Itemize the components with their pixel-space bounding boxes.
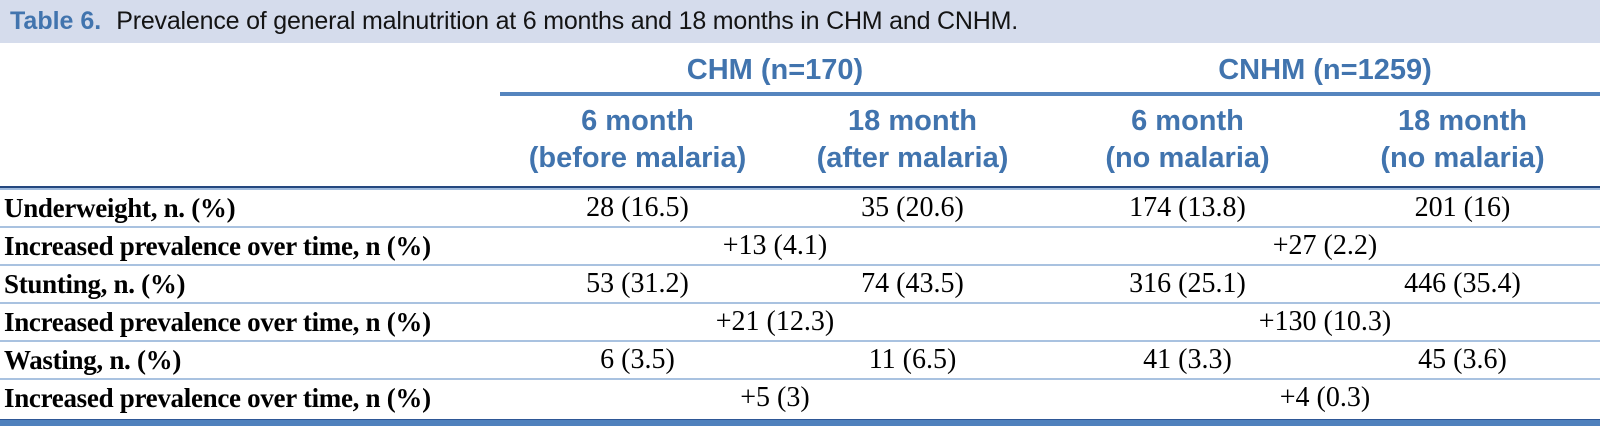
column-header-line1: 18 month — [848, 105, 977, 137]
row-label: Increased prevalence over time, n (%) — [0, 304, 500, 342]
table-row-wasting-increase: Increased prevalence over time, n (%) +5… — [0, 380, 1600, 416]
value-cell-span-chm: +13 (4.1) — [500, 228, 1050, 266]
column-header-line2: (no malaria) — [1105, 142, 1270, 174]
empty-corner-cell — [0, 43, 500, 96]
column-header-line1: 18 month — [1398, 105, 1527, 137]
table-title-text: Prevalence of general malnutrition at 6 … — [116, 7, 1018, 35]
row-label: Underweight, n. (%) — [0, 188, 500, 228]
table-row-underweight-increase: Increased prevalence over time, n (%) +1… — [0, 228, 1600, 266]
value-cell: 35 (20.6) — [775, 188, 1050, 228]
column-header-cnhm-18month: 18 month (no malaria) — [1325, 96, 1600, 188]
value-cell: 28 (16.5) — [500, 188, 775, 228]
value-cell: 41 (3.3) — [1050, 342, 1325, 380]
column-header-line1: 6 month — [1131, 105, 1244, 137]
value-cell: 316 (25.1) — [1050, 266, 1325, 304]
empty-corner-cell — [0, 96, 500, 188]
value-cell: 174 (13.8) — [1050, 188, 1325, 228]
table-row-stunting-increase: Increased prevalence over time, n (%) +2… — [0, 304, 1600, 342]
column-header-chm-6month: 6 month (before malaria) — [500, 96, 775, 188]
value-cell-span-cnhm: +4 (0.3) — [1279, 382, 1371, 413]
malnutrition-prevalence-table: CHM (n=170) CNHM (n=1259) 6 month (befor… — [0, 43, 1600, 416]
table-row-wasting: Wasting, n. (%) 6 (3.5) 11 (6.5) 41 (3.3… — [0, 342, 1600, 380]
table-row-stunting: Stunting, n. (%) 53 (31.2) 74 (43.5) 316… — [0, 266, 1600, 304]
value-cell-span-cnhm: +27 (2.2) — [1050, 228, 1600, 266]
row-label: Increased prevalence over time, n (%) — [4, 382, 431, 413]
table-number-label: Table 6. — [10, 7, 102, 35]
column-header-cnhm-6month: 6 month (no malaria) — [1050, 96, 1325, 188]
value-cell-span-cnhm: +130 (10.3) — [1050, 304, 1600, 342]
value-cell: 53 (31.2) — [500, 266, 775, 304]
group-header-chm: CHM (n=170) — [500, 43, 1050, 96]
value-cell: 6 (3.5) — [500, 342, 775, 380]
column-header-chm-18month: 18 month (after malaria) — [775, 96, 1050, 188]
row-label: Wasting, n. (%) — [0, 342, 500, 380]
value-cell-span-chm: +21 (12.3) — [500, 304, 1050, 342]
bottom-rule — [0, 419, 1600, 426]
value-cell: 45 (3.6) — [1325, 342, 1600, 380]
row-label: Increased prevalence over time, n (%) — [0, 228, 500, 266]
group-header-row: CHM (n=170) CNHM (n=1259) — [0, 43, 1600, 96]
column-header-line1: 6 month — [581, 105, 694, 137]
row-label: Stunting, n. (%) — [0, 266, 500, 304]
column-header-row: 6 month (before malaria) 18 month (after… — [0, 96, 1600, 188]
column-header-line2: (no malaria) — [1380, 142, 1545, 174]
column-header-line2: (after malaria) — [816, 142, 1009, 174]
value-cell: 74 (43.5) — [775, 266, 1050, 304]
table-row-underweight: Underweight, n. (%) 28 (16.5) 35 (20.6) … — [0, 188, 1600, 228]
value-cell-span-chm: +5 (3) — [740, 382, 810, 413]
value-cell: 201 (16) — [1325, 188, 1600, 228]
table-caption: Table 6. Prevalence of general malnutrit… — [0, 0, 1600, 43]
group-header-cnhm: CNHM (n=1259) — [1050, 43, 1600, 96]
value-cell: 446 (35.4) — [1325, 266, 1600, 304]
value-cell: 11 (6.5) — [775, 342, 1050, 380]
column-header-line2: (before malaria) — [528, 142, 747, 174]
